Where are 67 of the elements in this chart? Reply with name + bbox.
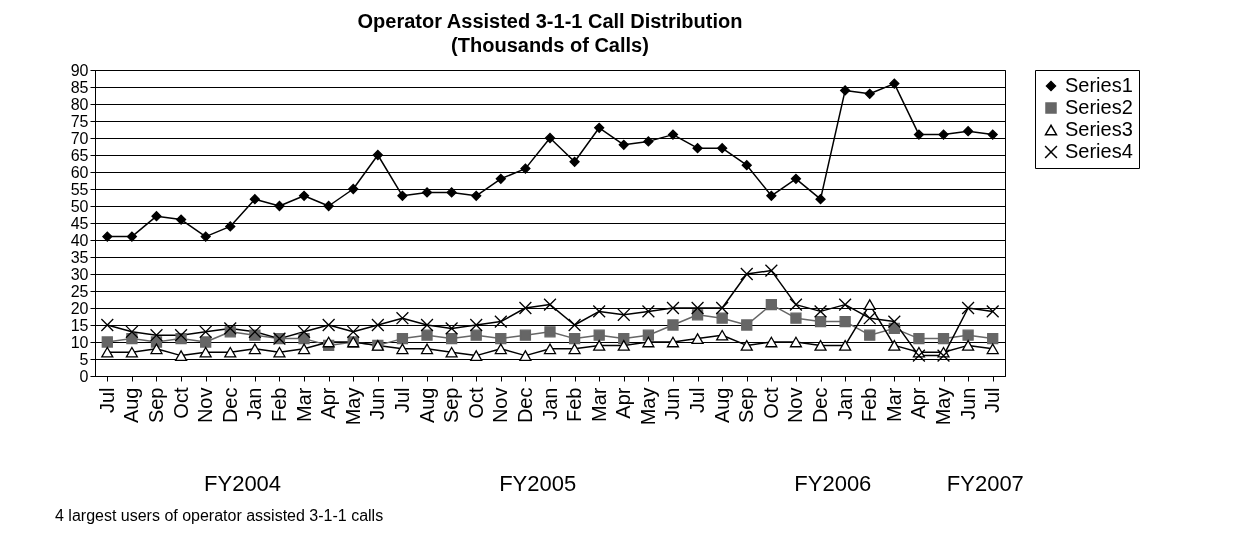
x-tick-label: Jan (833, 387, 856, 420)
x-tick-label: May (341, 387, 364, 426)
chart-subtitle: (Thousands of Calls) (451, 34, 649, 56)
y-tick-label: 65 (70, 146, 89, 164)
x-tick-label: Aug (710, 387, 733, 424)
x-tick-label: Oct (759, 387, 782, 419)
x-tick-label: Jul (390, 387, 413, 414)
legend-label: Series4 (1065, 140, 1133, 162)
x-tick-label: Feb (563, 387, 586, 422)
x-tick-label: Jul (981, 387, 1004, 414)
y-tick-label: 90 (70, 61, 89, 79)
y-tick-label: 10 (70, 333, 89, 351)
y-tick-label: 85 (70, 78, 89, 96)
legend-label: Series3 (1065, 118, 1133, 140)
y-tick-label: 40 (70, 231, 89, 249)
x-tick-label: May (932, 387, 955, 426)
y-tick-label: 75 (70, 112, 89, 130)
x-tick-label: Jun (956, 387, 979, 420)
text: FY2004 (204, 471, 282, 496)
x-tick-label: Nov (784, 387, 807, 424)
y-tick-label: 80 (70, 95, 89, 113)
y-tick-label: 15 (70, 316, 89, 334)
x-tick-label: Nov (489, 387, 512, 424)
text: FY2007 (946, 471, 1024, 496)
y-tick-label: 45 (70, 214, 89, 232)
x-tick-label: Jun (661, 387, 684, 420)
x-tick-label: Apr (612, 387, 635, 419)
legend-label: Series2 (1065, 96, 1133, 118)
x-tick-label: Sep (440, 387, 463, 424)
x-tick-label: Sep (144, 387, 167, 424)
x-tick-label: Dec (218, 387, 241, 424)
x-tick-label: Feb (858, 387, 881, 422)
x-tick-label: Aug (120, 387, 143, 424)
x-tick-label: Feb (267, 387, 290, 422)
y-tick-label: 5 (79, 350, 89, 368)
x-tick-label: Sep (735, 387, 758, 424)
text: 4 largest users of operator assisted 3-1-1 calls (55, 507, 384, 524)
x-tick-label: Oct (169, 387, 192, 419)
x-tick-label: Apr (907, 387, 930, 419)
x-tick-label: Jan (243, 387, 266, 420)
x-tick-label: Nov (194, 387, 217, 424)
x-tick-label: Mar (292, 387, 315, 422)
x-tick-label: Dec (513, 387, 536, 424)
x-tick-label: Oct (464, 387, 487, 419)
y-tick-label: 25 (70, 282, 89, 300)
y-tick-label: 35 (70, 248, 89, 266)
y-tick-label: 55 (70, 180, 89, 198)
y-tick-label: 60 (70, 163, 89, 181)
x-tick-label: Jul (686, 387, 709, 414)
chart-title: Operator Assisted 3-1-1 Call Distribution (357, 10, 743, 32)
text: FY2005 (499, 471, 577, 496)
x-tick-label: Jul (95, 387, 118, 414)
legend-label: Series1 (1065, 74, 1133, 96)
y-tick-label: 30 (70, 265, 89, 283)
text: FY2006 (794, 471, 872, 496)
y-tick-label: 50 (70, 197, 89, 215)
x-tick-label: Mar (882, 387, 905, 422)
x-tick-label: Dec (809, 387, 832, 424)
x-tick-label: Mar (587, 387, 610, 422)
y-tick-label: 70 (70, 129, 89, 147)
x-tick-label: Aug (415, 387, 438, 424)
x-tick-label: Apr (317, 387, 340, 419)
y-tick-label: 0 (79, 367, 89, 385)
x-tick-label: Jun (366, 387, 389, 420)
x-tick-label: Jan (538, 387, 561, 420)
y-tick-label: 20 (70, 299, 89, 317)
x-tick-label: May (636, 387, 659, 426)
